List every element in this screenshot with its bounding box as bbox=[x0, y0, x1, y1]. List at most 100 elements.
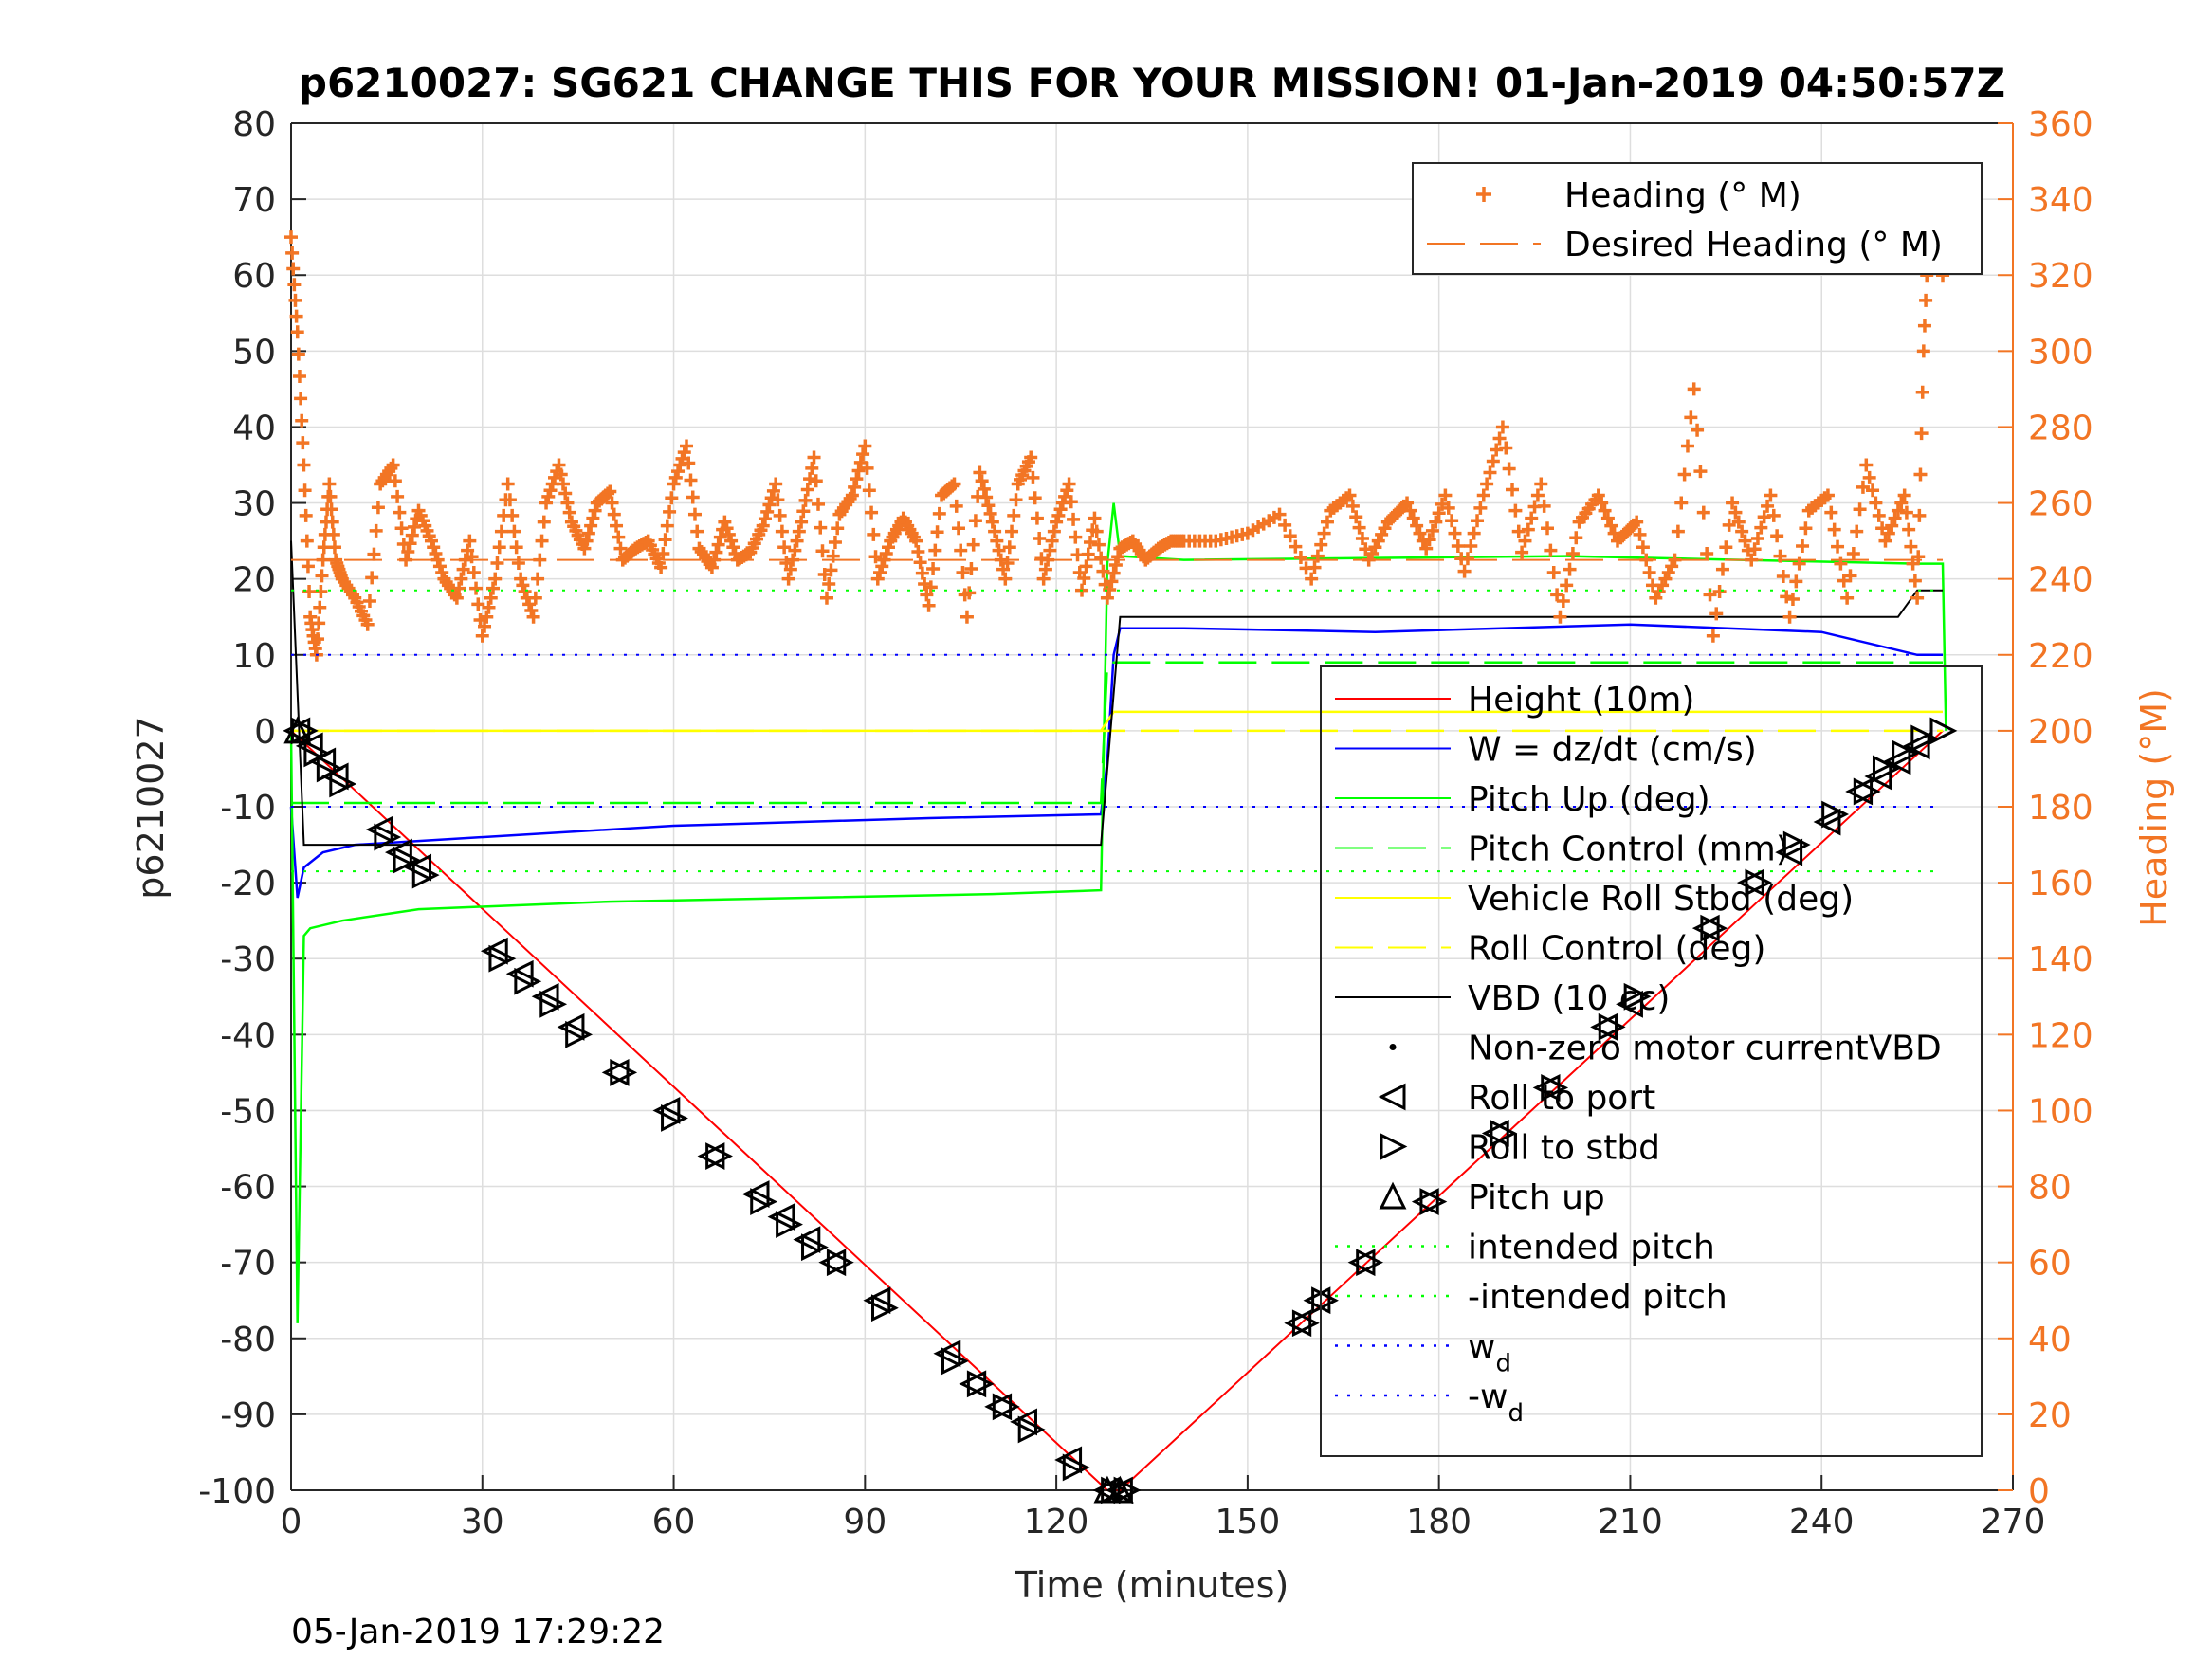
roll-to-stbd-marker bbox=[661, 1104, 688, 1132]
roll-to-port-marker bbox=[1616, 990, 1643, 1018]
heading-point bbox=[1403, 503, 1417, 518]
heading-point bbox=[1630, 515, 1644, 529]
roll-to-port-marker bbox=[283, 717, 311, 745]
heading-point bbox=[535, 534, 549, 548]
heading-point bbox=[1406, 511, 1420, 525]
heading-point bbox=[1460, 552, 1474, 566]
x-tick-label: 180 bbox=[1406, 1503, 1472, 1541]
heading-point bbox=[1043, 543, 1057, 557]
legend-label-roll-control-deg: Roll Control (deg) bbox=[1468, 930, 1765, 969]
heading-point bbox=[492, 540, 506, 555]
roll-to-port-marker bbox=[1775, 838, 1803, 866]
y-tick-label: 20 bbox=[232, 561, 276, 600]
y2-tick-label: 140 bbox=[2028, 940, 2093, 979]
heading-point bbox=[1914, 427, 1929, 441]
x-tick-label: 0 bbox=[281, 1503, 302, 1541]
heading-point bbox=[1062, 477, 1076, 491]
roll-to-stbd-marker bbox=[1782, 830, 1811, 859]
heading-point bbox=[860, 461, 874, 475]
roll-to-port-marker bbox=[557, 1012, 585, 1041]
heading-point bbox=[291, 347, 305, 361]
heading-point bbox=[1553, 610, 1567, 624]
heading-point bbox=[1550, 588, 1564, 602]
x-tick-label: 120 bbox=[1024, 1503, 1089, 1541]
y2-tick-label: 320 bbox=[2028, 257, 2093, 296]
heading-point bbox=[1916, 344, 1930, 358]
pitch-control-mm-line bbox=[291, 661, 1943, 805]
heading-point bbox=[1069, 530, 1083, 544]
roll-to-stbd-marker bbox=[1017, 1415, 1046, 1444]
heading-point bbox=[865, 505, 879, 520]
y-tick-label: 10 bbox=[232, 637, 276, 676]
heading-point bbox=[1633, 527, 1647, 541]
heading-point bbox=[471, 597, 485, 611]
heading-point bbox=[873, 565, 887, 579]
heading-point bbox=[760, 504, 775, 519]
heading-point bbox=[718, 515, 732, 529]
x-tick-label: 90 bbox=[843, 1503, 887, 1541]
heading-point bbox=[1680, 439, 1694, 453]
heading-point bbox=[658, 533, 672, 547]
heading-point bbox=[579, 534, 594, 548]
heading-point bbox=[531, 572, 545, 586]
heading-point bbox=[507, 524, 521, 538]
heading-point bbox=[1712, 585, 1727, 599]
heading-point bbox=[1047, 524, 1061, 538]
heading-point bbox=[663, 504, 677, 519]
roll-to-stbd-marker bbox=[411, 861, 440, 889]
heading-point bbox=[1400, 496, 1415, 510]
heading-point bbox=[1878, 534, 1892, 548]
roll-to-port-marker bbox=[404, 853, 432, 882]
heading-point bbox=[613, 541, 628, 556]
heading-point bbox=[1831, 539, 1845, 554]
heading-point bbox=[771, 493, 785, 507]
heading-point bbox=[454, 572, 468, 586]
heading-point bbox=[1780, 590, 1794, 604]
heading-point bbox=[1345, 499, 1360, 513]
heading-point bbox=[292, 370, 306, 384]
heading-point bbox=[819, 591, 833, 605]
heading-point bbox=[1908, 574, 1922, 588]
roll-to-port-marker bbox=[1813, 808, 1841, 836]
heading-point bbox=[851, 464, 866, 478]
heading-point bbox=[1719, 540, 1733, 555]
y2-tick-label: 60 bbox=[2028, 1245, 2072, 1284]
heading-point bbox=[314, 585, 328, 599]
heading-point bbox=[284, 230, 298, 245]
heading-point bbox=[294, 392, 308, 406]
heading-point bbox=[601, 486, 615, 501]
roll-to-port-marker bbox=[1845, 777, 1874, 806]
y-tick-label: 50 bbox=[232, 333, 276, 372]
heading-point bbox=[795, 515, 809, 529]
heading-point bbox=[325, 515, 339, 529]
heading-point bbox=[790, 534, 804, 548]
heading-point bbox=[296, 436, 310, 450]
heading-point bbox=[1556, 594, 1570, 609]
heading-point bbox=[1009, 493, 1023, 507]
heading-point bbox=[979, 490, 994, 504]
legend-label-pitch-up-deg: Pitch Up (deg) bbox=[1468, 780, 1710, 819]
heading-point bbox=[828, 535, 842, 549]
roll-to-port-marker bbox=[601, 1058, 630, 1086]
heading-point bbox=[509, 540, 523, 555]
heading-point bbox=[807, 450, 821, 465]
roll-to-stbd-marker bbox=[1419, 1188, 1448, 1216]
y2-tick-label: 40 bbox=[2028, 1321, 2072, 1359]
heading-point bbox=[435, 565, 449, 579]
heading-point bbox=[386, 458, 400, 472]
heading-point bbox=[505, 508, 520, 522]
heading-point bbox=[562, 505, 576, 520]
heading-point bbox=[516, 578, 530, 592]
heading-point bbox=[1911, 550, 1926, 564]
heading-point bbox=[478, 619, 492, 633]
heading-legend-box bbox=[1412, 162, 1983, 275]
heading-point bbox=[1289, 539, 1303, 554]
heading-point bbox=[588, 503, 602, 518]
legend-label-vbd-10-cc: VBD (10 cc) bbox=[1468, 979, 1670, 1018]
heading-point bbox=[1722, 518, 1736, 532]
heading-point bbox=[456, 562, 470, 576]
legend-label-non-zero-motor-currentvbd: Non-zero motor currentVBD bbox=[1468, 1030, 1942, 1068]
heading-point bbox=[1541, 521, 1555, 536]
heading-point bbox=[951, 521, 965, 536]
heading-point bbox=[1088, 511, 1102, 525]
